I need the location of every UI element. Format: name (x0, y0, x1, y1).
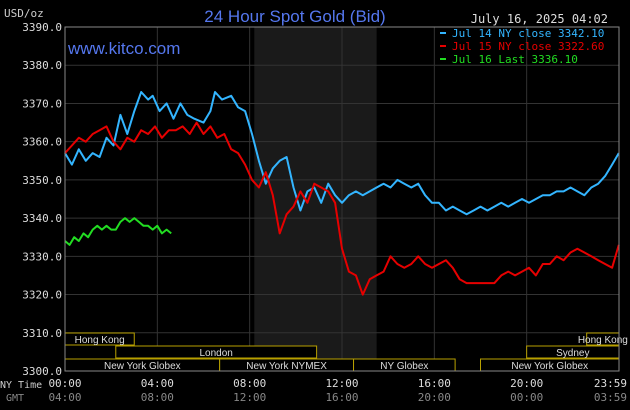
gmt-label: GMT (6, 393, 24, 404)
ny-time-tick: 08:00 (233, 377, 266, 390)
y-tick-label: 3310.0 (22, 327, 62, 340)
y-tick-label: 3380.0 (22, 59, 62, 72)
y-tick-label: 3300.0 (22, 365, 62, 378)
series-line-jul-15 (64, 121, 620, 296)
gmt-tick: 04:00 (48, 391, 81, 404)
session-bar: London (115, 345, 318, 359)
session-label: London (200, 348, 233, 359)
session-label: Hong Kong (578, 335, 628, 346)
y-tick-label: 3340.0 (22, 212, 62, 225)
series-line-jul-16 (64, 217, 172, 246)
shaded-region (254, 27, 377, 371)
series-lines (64, 91, 620, 296)
gmt-tick: 08:00 (141, 391, 174, 404)
gmt-tick: 20:00 (418, 391, 451, 404)
session-label: NY Globex (380, 361, 428, 372)
session-bar: Sydney (526, 345, 620, 359)
chart-title: 24 Hour Spot Gold (Bid) (204, 7, 385, 26)
session-bar: New York Globex (480, 358, 620, 372)
ny-time-label: NY Time (0, 380, 42, 391)
session-label: New York Globex (104, 361, 181, 372)
y-tick-label: 3360.0 (22, 136, 62, 149)
y-tick-label: 3370.0 (22, 97, 62, 110)
series-line-jul-14 (64, 91, 620, 216)
ny-time-tick: 12:00 (325, 377, 358, 390)
ny-time-tick: 04:00 (141, 377, 174, 390)
gmt-tick: 16:00 (325, 391, 358, 404)
gmt-tick: 12:00 (233, 391, 266, 404)
legend-entry: Jul 15 NY close 3322.60 (452, 40, 604, 53)
session-box (115, 345, 318, 359)
legend-entry: Jul 14 NY close 3342.10 (452, 27, 604, 40)
session-bar: New York Globex (64, 358, 221, 372)
session-label: Sydney (556, 348, 589, 359)
x-axis: 00:00 04:00 08:00 12:00 16:00 20:00 23:5904:00… (48, 377, 627, 404)
ny-time-tick: 20:00 (510, 377, 543, 390)
plot-frame (64, 26, 620, 372)
legend-entry: Jul 16 Last 3336.10 (452, 53, 578, 66)
session-bar: Hong Kong (578, 332, 628, 346)
session-label: Hong Kong (75, 335, 125, 346)
session-label: New York Globex (511, 361, 588, 372)
ny-time-tick: 16:00 (418, 377, 451, 390)
unit-label: USD/oz (4, 7, 44, 20)
ny-time-tick: 00:00 (48, 377, 81, 390)
y-tick-label: 3320.0 (22, 289, 62, 302)
gmt-tick: 03:59 (594, 391, 627, 404)
session-bars: Hong Kong Hong Kong London Sydney New York G… (64, 332, 628, 372)
session-bar: NY Globex (353, 358, 456, 372)
y-tick-label: 3330.0 (22, 250, 62, 263)
y-tick-label: 3350.0 (22, 174, 62, 187)
shade-rect (254, 27, 377, 371)
date-label: July 16, 2025 04:02 (471, 12, 608, 26)
session-bar: New York NYMEX (219, 358, 355, 372)
session-bar: Hong Kong (64, 332, 135, 346)
ny-time-tick: 23:59 (594, 377, 627, 390)
y-tick-label: 3390.0 (22, 21, 62, 34)
session-label: New York NYMEX (246, 361, 327, 372)
y-axis: 3300.0 3310.0 3320.0 3330.0 3340.0 3350.0 3360… (22, 21, 62, 378)
watermark: www.kitco.com (67, 39, 180, 58)
gmt-tick: 00:00 (510, 391, 543, 404)
